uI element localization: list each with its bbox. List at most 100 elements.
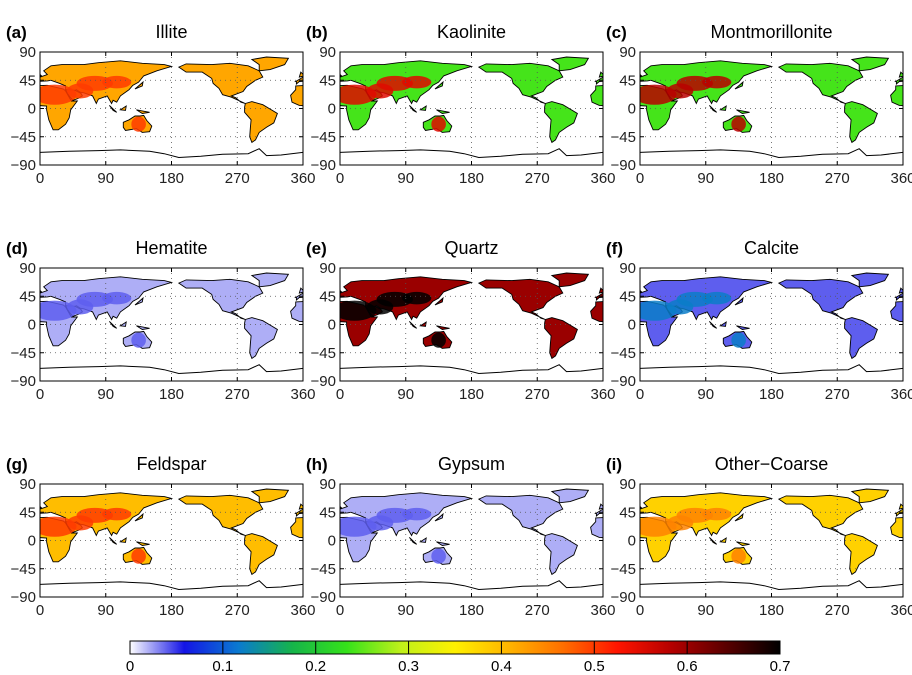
y-tick-label: −45 [11,561,36,578]
y-tick-label: −45 [611,345,636,362]
y-tick-label: −90 [311,157,336,174]
x-tick-label: 0 [636,602,644,619]
x-tick-label: 0 [36,170,44,187]
land-region [477,278,564,320]
y-tick-label: 45 [19,504,36,521]
x-tick-label: 360 [290,602,315,619]
land-fill-group [340,56,603,144]
colorbar-ticks: 0 0.1 0.2 0.3 0.4 0.5 0.6 0.7 [126,641,791,675]
land-region [709,321,718,329]
land-region [136,109,150,114]
hotspot [731,332,746,348]
x-tick-label: 180 [459,170,484,187]
colorbar-tick-label: 0.7 [770,658,791,675]
panel-title: Calcite [744,238,799,258]
y-tick-label: 0 [28,317,36,334]
x-tick-label: 180 [159,386,184,403]
hotspot [731,116,746,132]
land-region [109,537,118,545]
y-tick-label: −45 [611,561,636,578]
panel-title: Hematite [135,238,207,258]
x-tick-label: 180 [759,170,784,187]
x-tick-label: 0 [36,602,44,619]
panel-label: (a) [6,23,27,42]
x-tick-label: 270 [825,602,850,619]
land-region [736,541,750,546]
hotspot [702,291,732,305]
panel-title: Montmorillonite [710,22,832,42]
y-tick-label: 45 [19,288,36,305]
y-tick-label: 0 [628,317,636,334]
land-region [109,321,118,329]
y-tick-label: −45 [311,129,336,146]
land-region [177,494,264,536]
x-tick-label: 270 [825,386,850,403]
panel-label: (i) [606,455,622,474]
x-tick-label: 360 [590,386,615,403]
land-region [544,533,578,576]
land-region [709,537,718,545]
land-region [244,101,278,144]
map-panel: 0 90 180 270 360 90 45 0 −45 −90 (h) Gypsum [306,454,616,619]
panel-title: Kaolinite [437,22,506,42]
x-tick-label: 90 [397,602,414,619]
hotspot [702,75,732,89]
land-region [434,296,444,306]
x-tick-label: 0 [336,386,344,403]
x-tick-label: 180 [459,386,484,403]
x-tick-label: 360 [890,602,912,619]
land-fill-group [640,56,903,144]
map-panel: 0 90 180 270 360 90 45 0 −45 −90 (a) Illite [6,22,316,187]
land-region [244,533,278,576]
x-tick-label: 90 [97,386,114,403]
land-region [590,85,603,107]
antarctic-coast [40,148,303,159]
y-tick-label: −45 [611,129,636,146]
map-panel: 0 90 180 270 360 90 45 0 −45 −90 (b) Kaolinite [306,22,616,187]
map-panel: 0 90 180 270 360 90 45 0 −45 −90 (i) Other−Coarse [606,454,912,619]
land-region [544,317,578,360]
y-tick-label: 90 [619,476,636,493]
x-tick-label: 0 [336,170,344,187]
panel-label: (h) [306,455,328,474]
y-tick-label: −90 [311,373,336,390]
land-region [250,488,290,504]
antarctic-coast [40,364,303,375]
land-region [134,80,144,90]
land-region [290,301,303,323]
y-tick-label: −90 [611,589,636,606]
hotspot [102,75,132,89]
panel-label: (d) [6,239,28,258]
y-tick-label: −45 [311,561,336,578]
y-tick-label: −90 [11,589,36,606]
hotspot [731,548,746,564]
y-tick-label: 0 [28,533,36,550]
colorbar-tick-label: 0.5 [584,658,605,675]
x-tick-label: 270 [525,386,550,403]
land-region [734,512,744,522]
land-region [434,512,444,522]
land-region [850,56,890,72]
land-region [134,512,144,522]
land-region [734,80,744,90]
hotspot [402,75,432,89]
colorbar-fill [129,640,781,655]
land-region [890,85,903,107]
y-tick-label: 0 [628,101,636,118]
land-region [477,494,564,536]
land-region [477,62,564,104]
y-tick-label: 90 [619,44,636,61]
land-region [436,109,450,114]
land-region [177,278,264,320]
x-tick-label: 90 [697,386,714,403]
x-tick-label: 360 [590,602,615,619]
x-tick-label: 90 [397,170,414,187]
y-tick-label: 90 [319,260,336,277]
y-tick-label: 0 [628,533,636,550]
land-region [544,101,578,144]
panel-title: Gypsum [438,454,505,474]
land-region [736,325,750,330]
x-tick-label: 0 [336,602,344,619]
hotspot [431,116,446,132]
